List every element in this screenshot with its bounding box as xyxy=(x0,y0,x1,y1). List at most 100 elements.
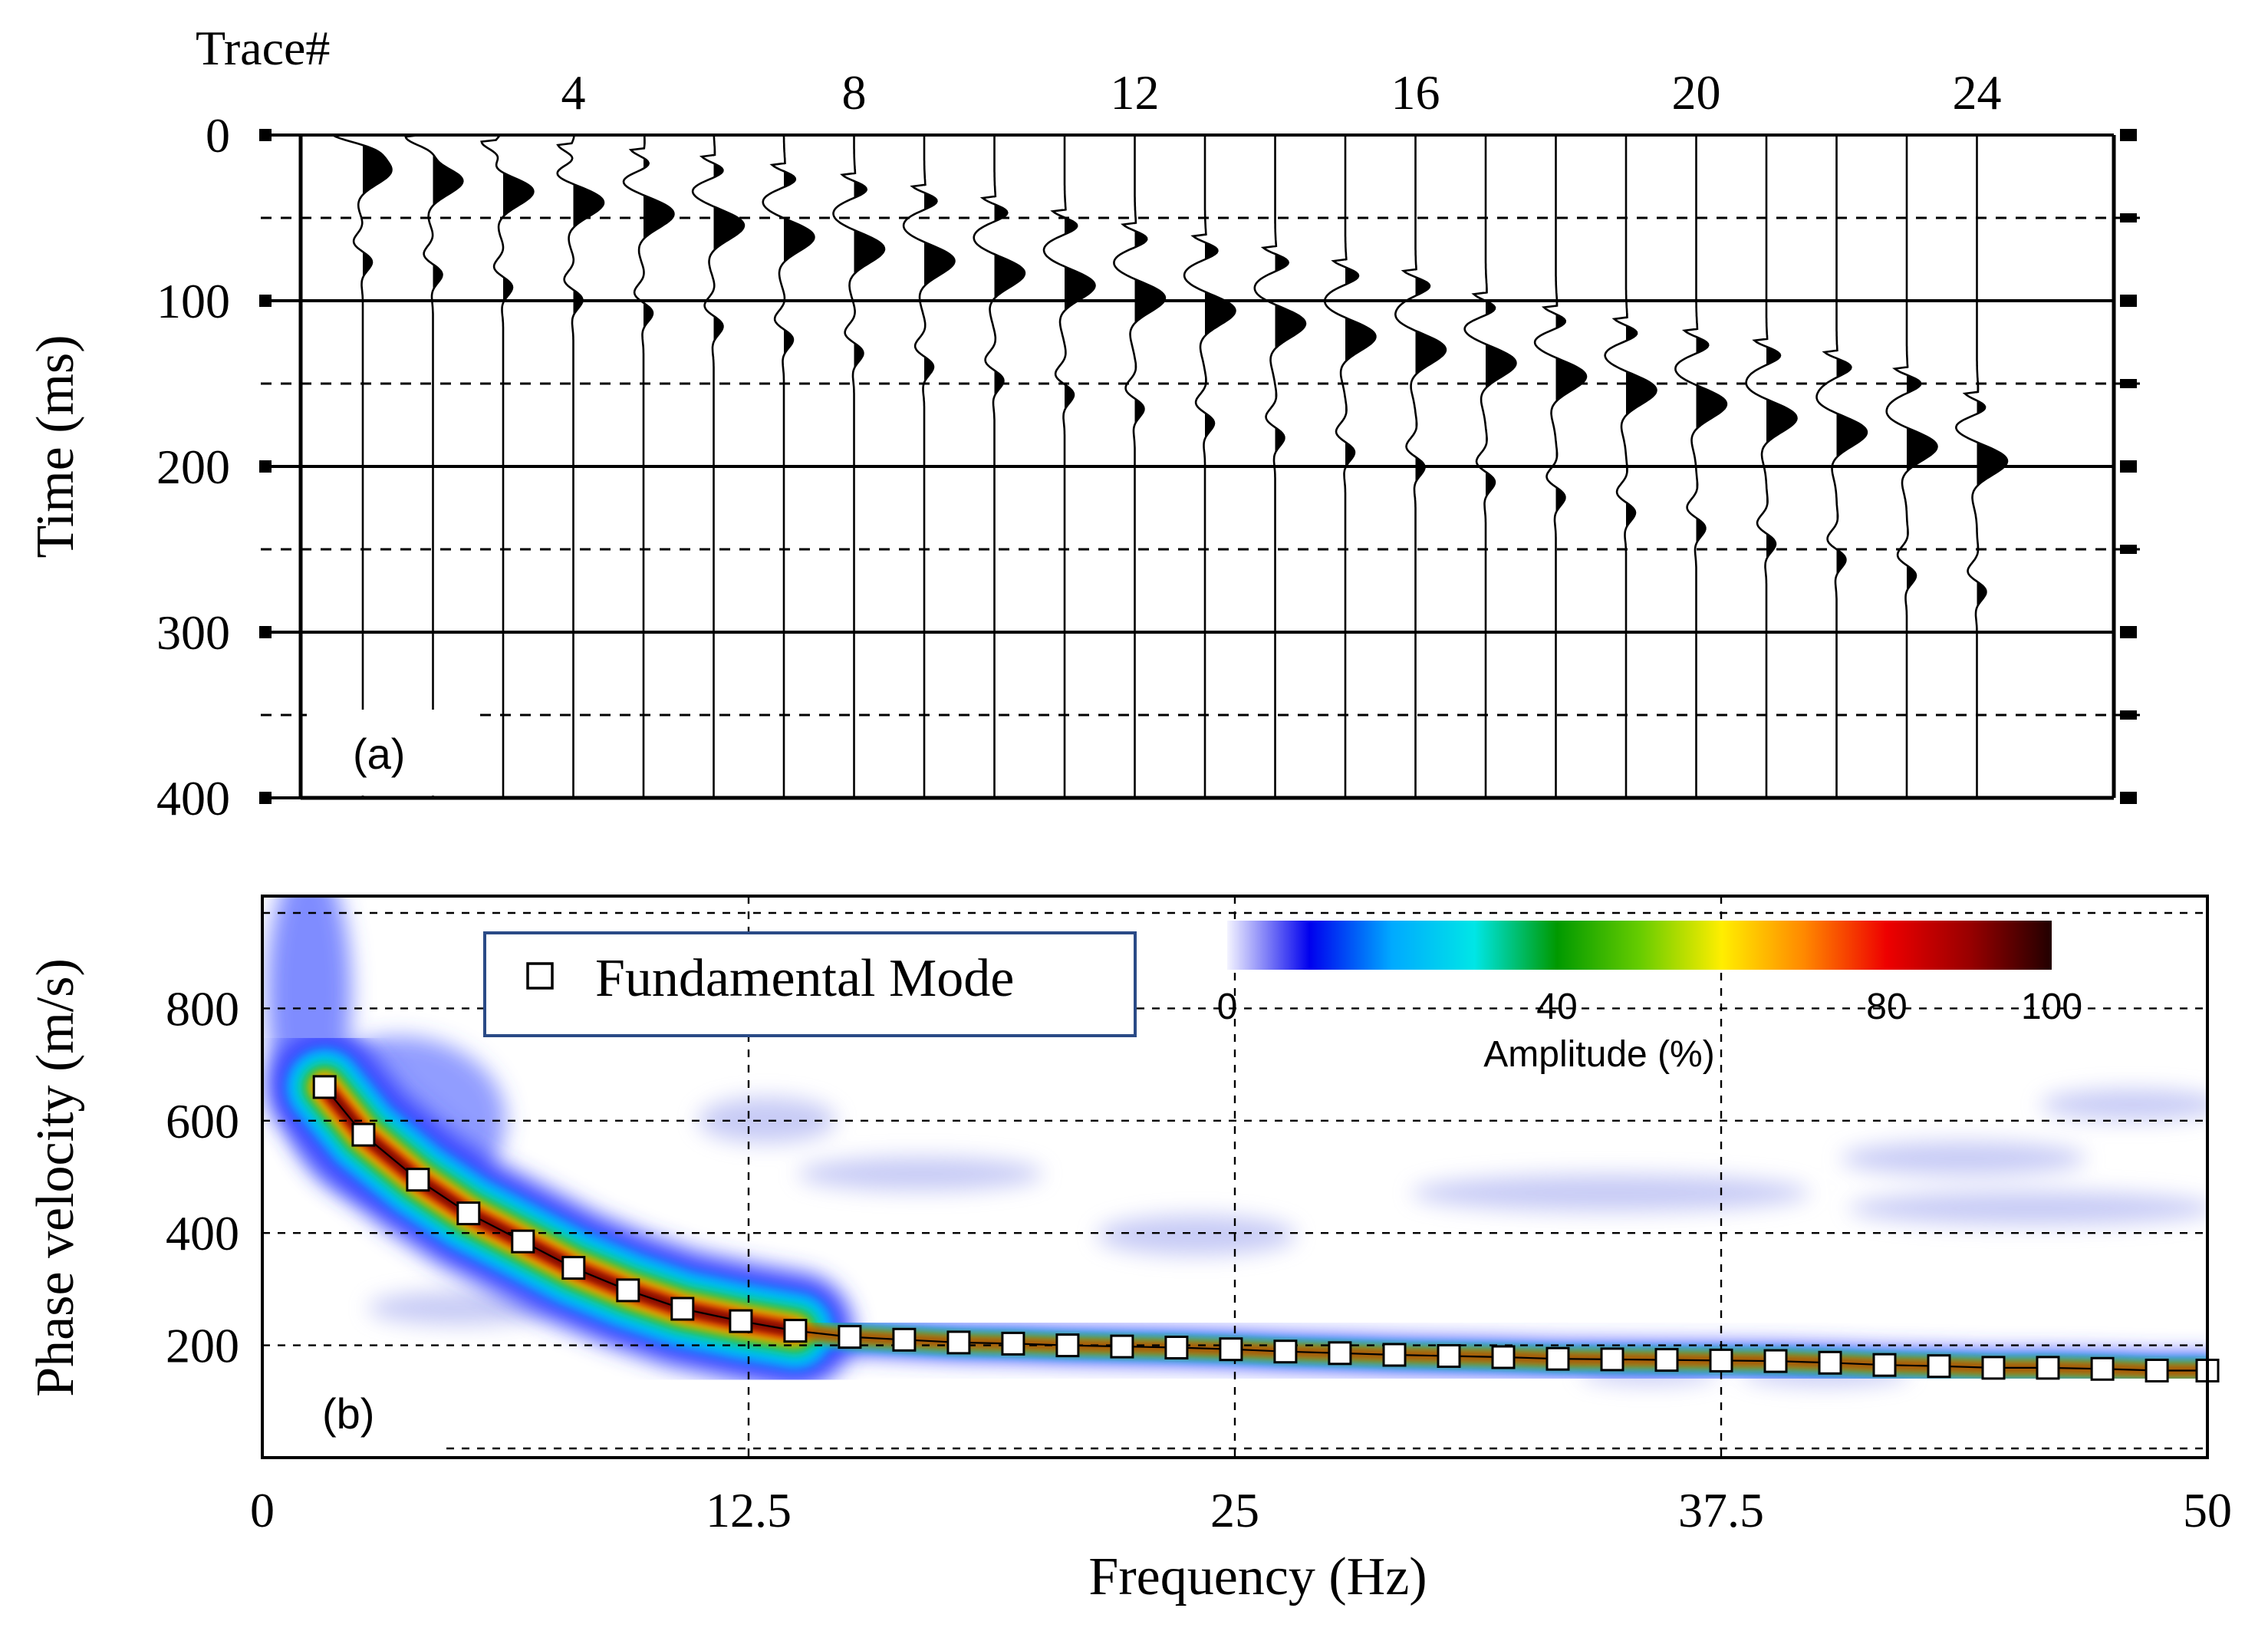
time-tick-label: 100 xyxy=(156,274,230,328)
trace-tick-label: 24 xyxy=(1953,65,2002,120)
trace-fill xyxy=(573,135,604,798)
fundamental-mode-point xyxy=(1600,1347,1624,1372)
trace-tick-label: 12 xyxy=(1111,65,1160,120)
colorbar-tick-labels: 0 40 80 100 xyxy=(1217,987,2082,1027)
trace-wiggle xyxy=(1463,135,1517,798)
seismogram-panel: Trace# Time (ms) 0 100 200 300 400 4 8 12 16 20 2… xyxy=(26,21,2140,825)
fundamental-mode-point xyxy=(1927,1354,1951,1379)
trace-fill xyxy=(644,135,674,798)
fundamental-mode-point xyxy=(1872,1353,1897,1377)
fundamental-mode-point xyxy=(1763,1349,1788,1373)
right-tick-mark xyxy=(2120,710,2137,720)
trace-fill xyxy=(1065,135,1095,798)
fundamental-mode-point xyxy=(1055,1333,1080,1358)
fundamental-mode-point xyxy=(1491,1345,1516,1369)
fundamental-mode-point xyxy=(2145,1359,2169,1382)
trace-wiggle xyxy=(832,135,886,798)
velocity-axis-label: Phase velocity (m/s) xyxy=(26,958,85,1397)
trace-wiggle xyxy=(403,135,464,798)
fundamental-mode-point xyxy=(312,1075,337,1099)
frequency-tick-label: 0 xyxy=(250,1483,275,1537)
trace-tick-label: 16 xyxy=(1391,65,1440,120)
fundamental-mode-point xyxy=(670,1297,695,1321)
fundamental-mode-point xyxy=(456,1201,481,1226)
fundamental-mode-series xyxy=(312,1075,2220,1382)
fundamental-mode-point xyxy=(511,1229,535,1254)
trace-wiggle xyxy=(1885,135,1938,798)
left-tick-mark xyxy=(259,129,272,141)
colorbar-tick-label: 40 xyxy=(1536,987,1577,1027)
trace-wiggle xyxy=(1042,135,1096,798)
legend-marker-icon xyxy=(526,962,554,990)
fundamental-mode-point xyxy=(2090,1356,2115,1381)
time-tick-label: 0 xyxy=(206,108,230,163)
fundamental-mode-point xyxy=(1001,1331,1025,1356)
frequency-tick-labels: 0 12.5 25 37.5 50 xyxy=(250,1483,2232,1537)
trace-axis-label: Trace# xyxy=(196,21,330,75)
frequency-tick-label: 37.5 xyxy=(1678,1483,1764,1537)
left-tick-mark xyxy=(259,626,272,638)
trace-wiggle xyxy=(1253,135,1307,798)
colorbar-tick-label: 80 xyxy=(1866,987,1907,1027)
right-tick-mark xyxy=(2120,626,2137,638)
fundamental-mode-point xyxy=(1164,1336,1189,1359)
seismogram-grid xyxy=(259,129,2140,804)
trace-fill xyxy=(1415,135,1446,798)
background-patch xyxy=(368,1291,552,1325)
trace-tick-label: 8 xyxy=(842,65,867,120)
right-tick-mark xyxy=(2120,295,2137,307)
fundamental-mode-point xyxy=(351,1122,376,1147)
seismogram-frame xyxy=(298,135,2116,800)
trace-fill xyxy=(1977,135,2007,798)
background-patch xyxy=(698,1097,836,1143)
right-tick-mark xyxy=(2120,129,2137,141)
trace-wiggle xyxy=(556,135,605,798)
frequency-tick-label: 12.5 xyxy=(706,1483,792,1537)
trace-wiggle xyxy=(902,135,956,798)
trace-fill xyxy=(503,135,534,798)
fundamental-mode-point xyxy=(1273,1339,1298,1364)
velocity-tick-label: 400 xyxy=(166,1206,239,1260)
panel-label-a: (a) xyxy=(353,730,405,778)
fundamental-mode-point xyxy=(1818,1350,1842,1375)
trace-wiggle xyxy=(762,135,815,798)
colorbar-tick-label: 100 xyxy=(2021,987,2082,1027)
trace-fill xyxy=(924,135,955,798)
trace-fill xyxy=(1205,135,1236,798)
fundamental-mode-point xyxy=(1110,1334,1134,1359)
fundamental-mode-point xyxy=(783,1319,808,1343)
trace-wiggle xyxy=(1604,135,1657,798)
velocity-tick-label: 600 xyxy=(166,1094,239,1148)
fundamental-mode-point xyxy=(892,1327,917,1352)
time-tick-label: 300 xyxy=(156,605,230,660)
trace-tick-label: 4 xyxy=(561,65,586,120)
trace-wiggle xyxy=(480,135,535,798)
colorbar-bar xyxy=(1227,921,2052,970)
background-energy xyxy=(368,1089,2207,1386)
fundamental-mode-point xyxy=(838,1325,862,1349)
frequency-tick-label: 25 xyxy=(1210,1483,1259,1537)
trace-wiggle xyxy=(973,135,1026,798)
fundamental-mode-point xyxy=(1437,1344,1461,1368)
velocity-tick-labels: 200 400 600 800 xyxy=(166,981,239,1372)
legend-label: Fundamental Mode xyxy=(595,949,1014,1008)
trace-fill xyxy=(1134,135,1165,798)
right-tick-mark xyxy=(2120,379,2137,388)
fundamental-mode-point xyxy=(1981,1356,2006,1380)
fundamental-mode-point xyxy=(1709,1348,1733,1372)
fundamental-mode-point xyxy=(1654,1348,1679,1372)
legend: Fundamental Mode xyxy=(483,931,1137,1037)
panel-label-b: (b) xyxy=(322,1389,374,1438)
trace-wiggle xyxy=(1533,135,1588,798)
right-tick-mark xyxy=(2120,460,2137,473)
trace-wiggle xyxy=(1674,135,1728,798)
fundamental-mode-point xyxy=(1382,1343,1407,1367)
time-tick-label: 200 xyxy=(156,440,230,494)
dispersion-plot-frame xyxy=(261,895,2209,1459)
frequency-axis-label: Frequency (Hz) xyxy=(1088,1547,1427,1606)
fundamental-mode-point xyxy=(2036,1356,2060,1380)
trace-wiggle xyxy=(1113,135,1167,798)
background-patch xyxy=(1841,1142,2086,1175)
